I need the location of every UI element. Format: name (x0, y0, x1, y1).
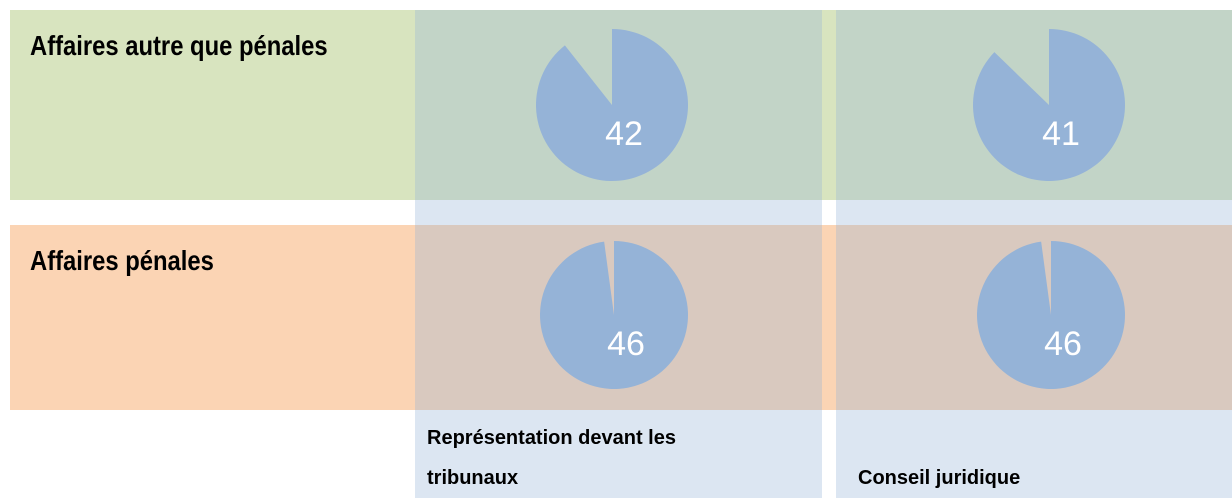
row-label: Affaires pénales (30, 245, 214, 276)
pie-slice (972, 29, 1126, 181)
pie-value-label: 41 (1042, 115, 1080, 153)
column-label: Représentation devant les tribunaux (427, 427, 676, 489)
column-label: Conseil juridique (858, 467, 1021, 489)
pie-value-label: 42 (605, 115, 643, 153)
pie-slice (540, 241, 689, 389)
row-label: Affaires autre que pénales (30, 30, 328, 61)
pie-value-label: 46 (607, 325, 645, 363)
pie-value-label: 46 (1044, 325, 1082, 363)
pie-slice (976, 241, 1125, 389)
pie-slice (536, 29, 688, 181)
